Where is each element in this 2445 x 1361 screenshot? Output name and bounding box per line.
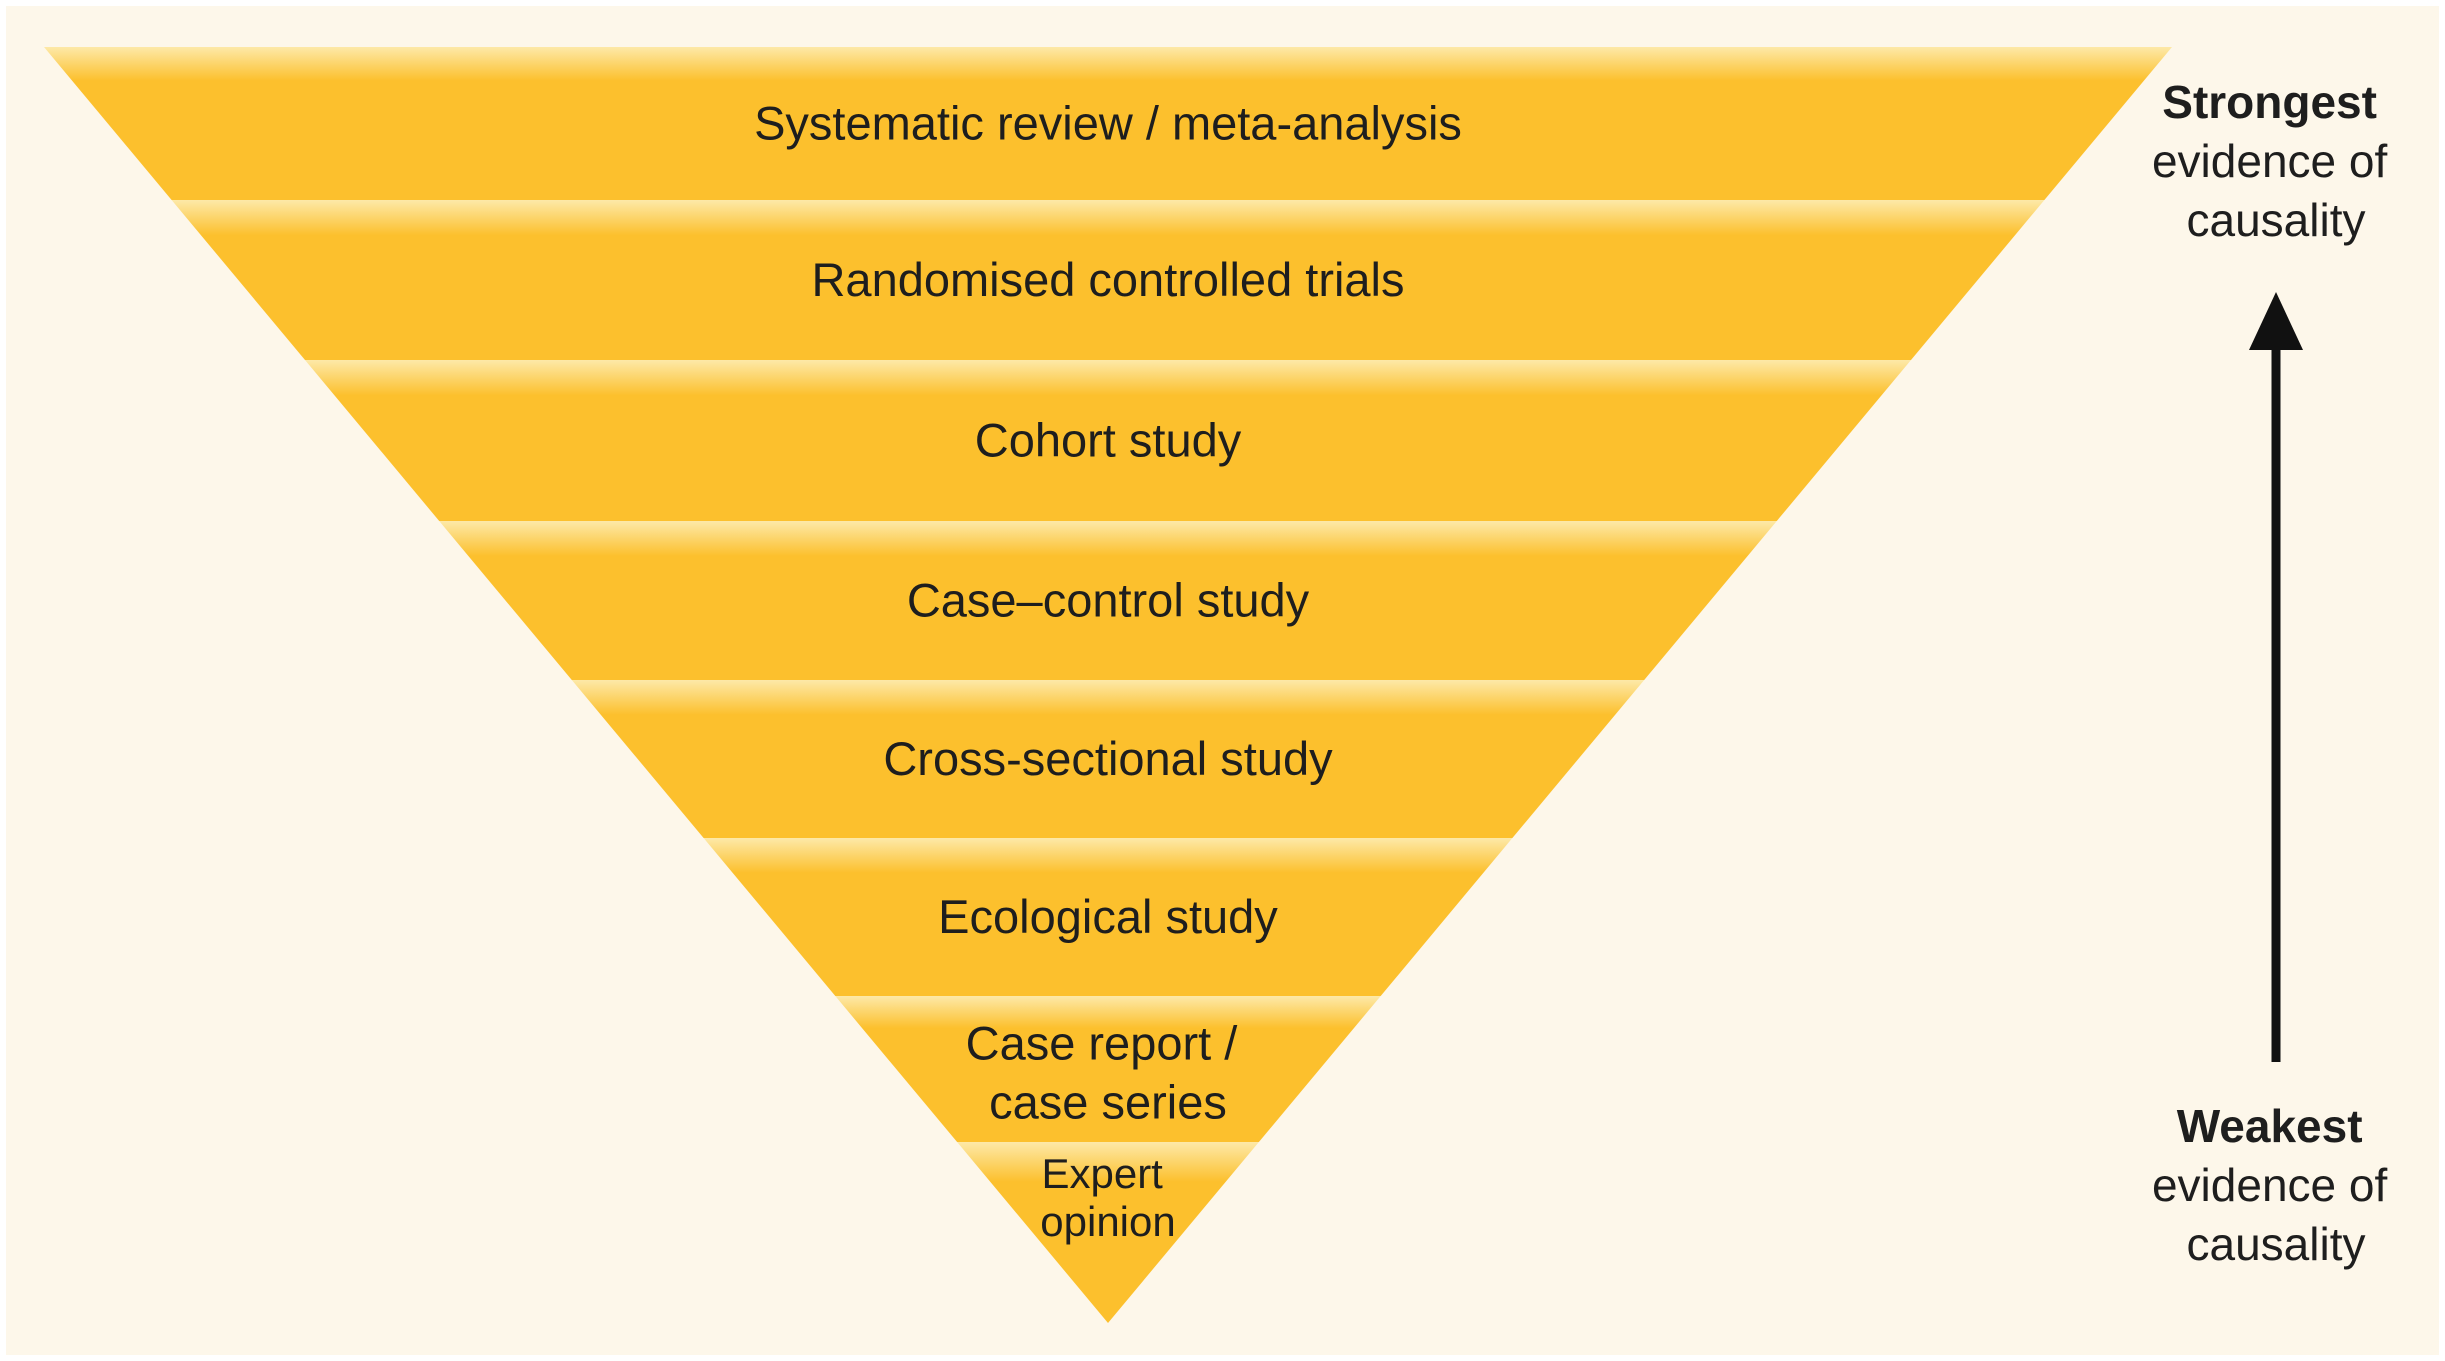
arrow-up-icon: [2249, 292, 2303, 350]
tier-expert-opinion: Expert opinion: [957, 1142, 1259, 1323]
strongest-heading: Strongest: [2162, 76, 2377, 128]
tier-case-control-study: Case–control study: [439, 521, 1777, 680]
strongest-line: evidence of: [2152, 135, 2387, 187]
tier-label-line: Randomised controlled trials: [811, 253, 1404, 306]
tier-label: Systematic review / meta-analysis: [754, 97, 1462, 150]
tier-systematic-review: Systematic review / meta-analysis: [44, 47, 2172, 200]
tier-case-report: Case report / case series: [835, 996, 1381, 1142]
strongest-line: causality: [2187, 194, 2366, 246]
pyramid-tiers: Systematic review / meta-analysis Random…: [44, 47, 2172, 1323]
tier-cohort-study: Cohort study: [305, 360, 1911, 521]
tier-band: [835, 996, 1381, 1142]
tier-band: [171, 200, 2045, 360]
tier-label: Cohort study: [975, 414, 1242, 467]
weakest-label: Weakest evidence of causality: [2152, 1100, 2400, 1270]
tier-label-line: Ecological study: [938, 890, 1278, 943]
tier-band: [439, 521, 1777, 680]
tier-label: Ecological study: [938, 890, 1278, 943]
tier-label-line: case series: [989, 1076, 1227, 1129]
tier-label: Case report / case series: [966, 1017, 1251, 1129]
tier-label-line: Case report /: [966, 1017, 1239, 1070]
weakest-line: evidence of: [2152, 1159, 2387, 1211]
tier-ecological-study: Ecological study: [703, 838, 1513, 996]
tier-band: [44, 47, 2172, 200]
tier-label: Case–control study: [907, 574, 1310, 627]
tier-label-line: Cross-sectional study: [883, 732, 1333, 785]
weakest-heading: Weakest: [2177, 1100, 2363, 1152]
tier-label-line: Expert: [1041, 1150, 1163, 1197]
tier-randomised-controlled-trials: Randomised controlled trials: [171, 200, 2045, 360]
strongest-label: Strongest evidence of causality: [2152, 76, 2400, 246]
tier-band: [957, 1142, 1259, 1323]
tier-label-line: Cohort study: [975, 414, 1242, 467]
tier-cross-sectional-study: Cross-sectional study: [571, 680, 1645, 838]
tier-label-line: opinion: [1040, 1198, 1175, 1245]
tier-band: [571, 680, 1645, 838]
tier-label: Cross-sectional study: [883, 732, 1333, 785]
tier-label: Expert opinion: [1040, 1150, 1175, 1245]
tier-band: [305, 360, 1911, 521]
tier-band: [703, 838, 1513, 996]
tier-label: Randomised controlled trials: [811, 253, 1404, 306]
strength-arrow: [2249, 292, 2303, 1062]
tier-label-line: Systematic review / meta-analysis: [754, 97, 1462, 150]
tier-label-line: Case–control study: [907, 574, 1310, 627]
weakest-line: causality: [2187, 1218, 2366, 1270]
